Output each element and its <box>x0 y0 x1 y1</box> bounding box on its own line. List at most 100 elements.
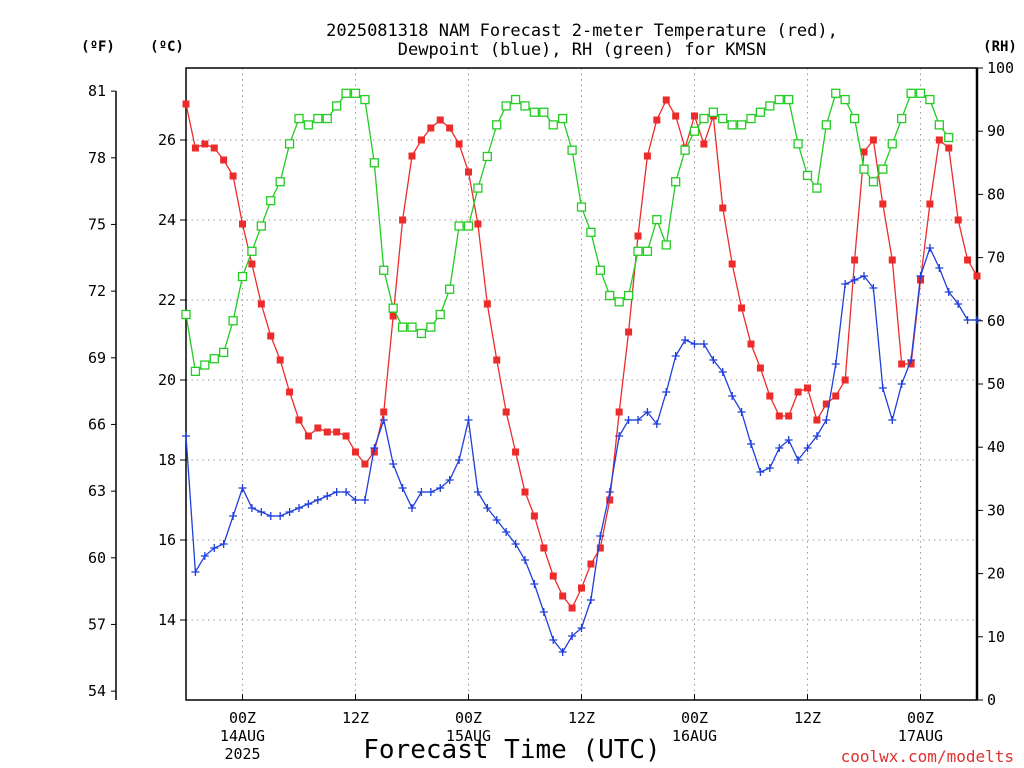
rh-tick-label: 50 <box>987 375 1005 393</box>
rh-tick-label: 90 <box>987 122 1005 140</box>
temperature-point <box>455 140 463 148</box>
rh-point <box>510 94 521 105</box>
rh-point <box>426 322 436 332</box>
celsius-tick-label: 22 <box>158 291 176 309</box>
rh-line <box>185 92 950 373</box>
dewpoint-point <box>709 356 718 364</box>
fahrenheit-tick-label: 75 <box>88 215 106 233</box>
temperature-point <box>643 152 651 160</box>
temperature-point <box>248 260 256 268</box>
temperature-point <box>295 416 303 424</box>
rh-point <box>736 120 747 130</box>
dewpoint-point <box>841 280 850 288</box>
rh-tick-label: 80 <box>987 185 1005 203</box>
rh-point <box>765 101 775 111</box>
temperature-point <box>700 140 708 148</box>
fahrenheit-tick-label: 81 <box>88 82 106 100</box>
rh-point <box>633 246 643 256</box>
rh-point <box>821 120 831 130</box>
temperature-point <box>775 412 783 420</box>
dewpoint-point <box>313 496 322 504</box>
temperature-point <box>257 300 265 308</box>
rh-tick-label: 100 <box>987 59 1014 77</box>
rh-point <box>934 120 944 130</box>
temperature-point <box>738 304 746 312</box>
rh-point <box>944 132 954 143</box>
x-tick-label: 17AUG <box>898 727 943 745</box>
x-axis-label: Forecast Time (UTC) <box>363 735 660 765</box>
dewpoint-point <box>247 504 256 512</box>
dewpoint-point <box>191 568 200 576</box>
temperature-point <box>493 356 501 364</box>
dewpoint-point <box>784 436 793 444</box>
rh-point <box>746 113 756 124</box>
temperature-point <box>182 100 190 108</box>
celsius-tick-label: 18 <box>158 451 176 469</box>
rh-point <box>256 221 266 231</box>
rh-point <box>454 221 464 231</box>
dewpoint-point <box>907 356 916 364</box>
temperature-point <box>691 112 698 120</box>
rh-point <box>849 113 860 124</box>
dewpoint-point <box>718 368 727 376</box>
dewpoint-point <box>464 416 473 424</box>
rh-tick-label: 20 <box>987 565 1005 583</box>
fahrenheit-tick-label: 78 <box>88 149 106 167</box>
temperature-point <box>549 572 557 580</box>
x-tick-label: 12Z <box>568 709 595 727</box>
temperature-point <box>935 136 943 144</box>
rh-point <box>915 88 926 98</box>
celsius-tick-label: 20 <box>158 371 176 389</box>
dewpoint-point <box>925 244 934 252</box>
temperature-point <box>399 216 407 224</box>
rh-point <box>219 347 229 358</box>
temperature-point <box>446 124 454 132</box>
temperature-point <box>417 136 425 144</box>
dewpoint-point <box>389 460 398 468</box>
rh-point <box>360 94 370 105</box>
rh-point <box>784 94 794 105</box>
dewpoint-point <box>973 316 981 324</box>
dewpoint-point <box>577 624 586 632</box>
temperature-point <box>587 560 595 568</box>
dewpoint-point <box>728 392 737 400</box>
rh-point <box>397 322 408 332</box>
rh-point <box>774 94 784 105</box>
dewpoint-point <box>502 528 511 536</box>
dewpoint-point <box>266 512 275 520</box>
rh-point <box>887 139 897 149</box>
temperature-point <box>625 328 633 336</box>
dewpoint-point <box>869 284 878 292</box>
rh-point <box>548 120 558 130</box>
temperature-point <box>239 220 246 228</box>
temperature-point <box>869 136 877 144</box>
dewpoint-point <box>747 440 755 448</box>
temperature-point <box>766 392 774 400</box>
dewpoint-point <box>831 360 840 368</box>
dewpoint-point <box>615 432 624 440</box>
dewpoint-point <box>295 504 303 512</box>
fahrenheit-tick-label: 66 <box>88 415 106 433</box>
dewpoint-point <box>276 512 285 520</box>
rh-point <box>755 107 766 117</box>
rh-point <box>868 177 879 187</box>
dewpoint-point <box>342 488 351 496</box>
temperature-point <box>945 144 953 152</box>
x-tick-label: 00Z <box>455 709 482 727</box>
rh-tick-label: 0 <box>987 691 996 709</box>
rh-point <box>859 164 869 174</box>
rh-point <box>812 183 822 193</box>
rh-point <box>727 120 737 130</box>
temperature-point <box>841 376 849 384</box>
axes: 14 16 18 20 22 24 26 54 57 60 63 66 69 72 75 78 81 0 10 20 3… <box>88 59 1014 709</box>
dewpoint-point <box>200 552 209 560</box>
fahrenheit-unit-label: (ºF) <box>81 39 115 55</box>
dewpoint-point <box>568 632 577 640</box>
rh-point <box>925 94 935 105</box>
dewpoint-point <box>860 272 868 280</box>
rh-point <box>661 240 671 250</box>
temperature-point <box>954 216 962 224</box>
temperature-point <box>851 256 859 264</box>
dewpoint-point <box>539 608 548 616</box>
